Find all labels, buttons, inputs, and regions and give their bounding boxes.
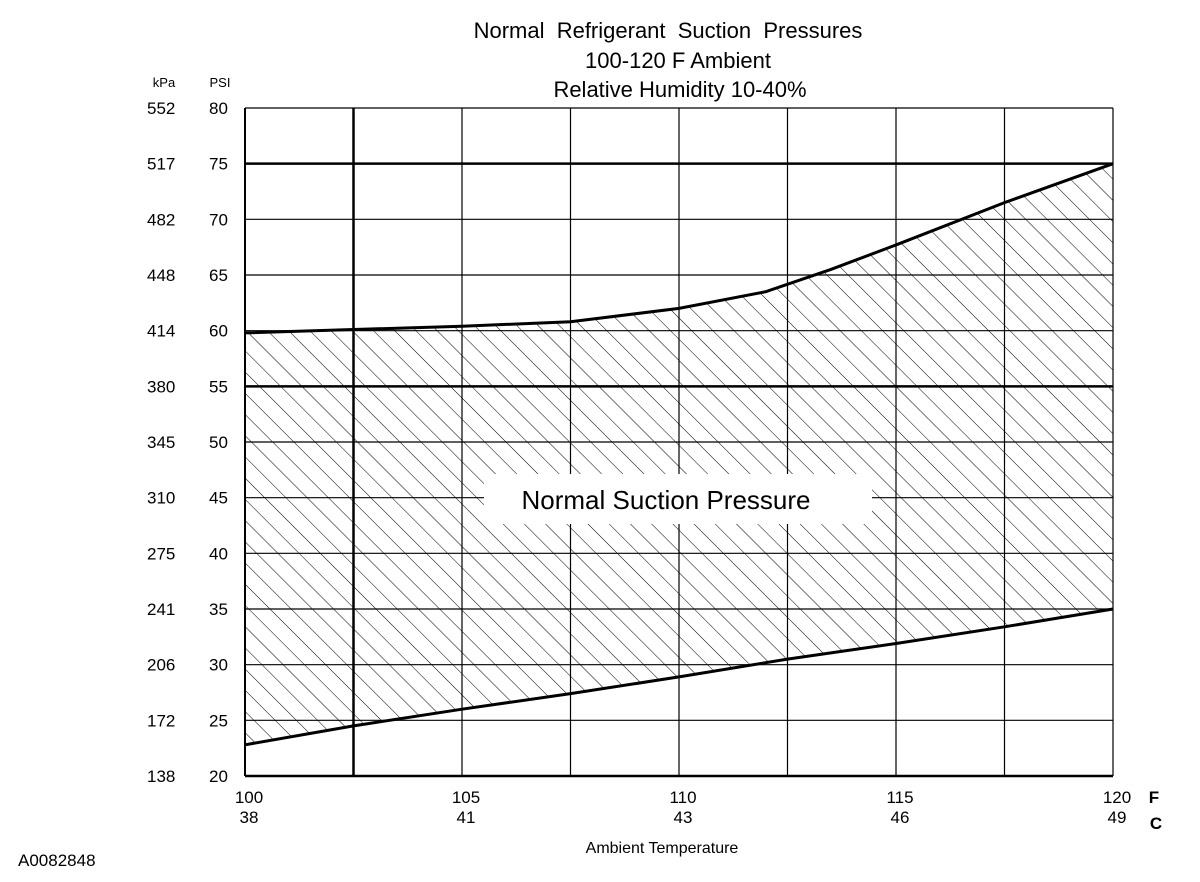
y-tick-psi-30: 30 (209, 656, 228, 675)
y-tick-psi-40: 40 (209, 544, 228, 563)
x-tick-c-43: 43 (674, 808, 693, 827)
x-tick-c-38: 38 (240, 808, 259, 827)
y-tick-kpa-552: 552 (147, 99, 175, 118)
y-tick-kpa-172: 172 (147, 711, 175, 730)
band-label-background (484, 474, 872, 524)
y-unit-psi: PSI (210, 75, 231, 90)
y-tick-kpa-345: 345 (147, 433, 175, 452)
y-tick-kpa-448: 448 (147, 266, 175, 285)
x-tick-f-100: 100 (235, 788, 263, 807)
x-unit-f: F (1149, 788, 1159, 807)
title-line-2: 100-120 F Ambient (585, 48, 771, 73)
y-tick-psi-55: 55 (209, 377, 228, 396)
y-tick-kpa-482: 482 (147, 210, 175, 229)
y-tick-psi-45: 45 (209, 489, 228, 508)
x-axis-title: Ambient Temperature (586, 840, 739, 857)
chart-title: Normal Refrigerant Suction Pressures 100… (474, 18, 863, 102)
y-unit-kpa: kPa (153, 75, 176, 90)
y-tick-kpa-310: 310 (147, 489, 175, 508)
y-tick-psi-80: 80 (209, 99, 228, 118)
figure-id: A0082848 (18, 851, 96, 870)
y-tick-kpa-138: 138 (147, 767, 175, 786)
y-tick-kpa-380: 380 (147, 377, 175, 396)
y-tick-kpa-241: 241 (147, 600, 175, 619)
y-tick-psi-70: 70 (209, 210, 228, 229)
x-unit-c: C (1150, 814, 1162, 833)
band-label: Normal Suction Pressure (522, 485, 811, 515)
x-tick-c-41: 41 (457, 808, 476, 827)
y-tick-psi-20: 20 (209, 767, 228, 786)
x-tick-c-49: 49 (1108, 808, 1127, 827)
y-tick-psi-60: 60 (209, 322, 228, 341)
y-tick-psi-75: 75 (209, 155, 228, 174)
x-tick-f-120: 120 (1103, 788, 1131, 807)
title-line-1: Normal Refrigerant Suction Pressures (474, 18, 863, 43)
x-tick-c-46: 46 (891, 808, 910, 827)
y-tick-psi-25: 25 (209, 711, 228, 730)
y-tick-psi-50: 50 (209, 433, 228, 452)
y-tick-kpa-206: 206 (147, 656, 175, 675)
y-tick-kpa-414: 414 (147, 322, 175, 341)
y-tick-kpa-275: 275 (147, 544, 175, 563)
upper-limit-line (244, 162, 1114, 335)
title-line-3: Relative Humidity 10-40% (553, 77, 806, 102)
y-tick-psi-65: 65 (209, 266, 228, 285)
x-tick-f-105: 105 (452, 788, 480, 807)
x-tick-f-110: 110 (669, 788, 696, 807)
y-tick-psi-35: 35 (209, 600, 228, 619)
y-tick-kpa-517: 517 (147, 155, 175, 174)
x-tick-f-115: 115 (886, 788, 913, 807)
lower-limit-line (244, 607, 1114, 747)
